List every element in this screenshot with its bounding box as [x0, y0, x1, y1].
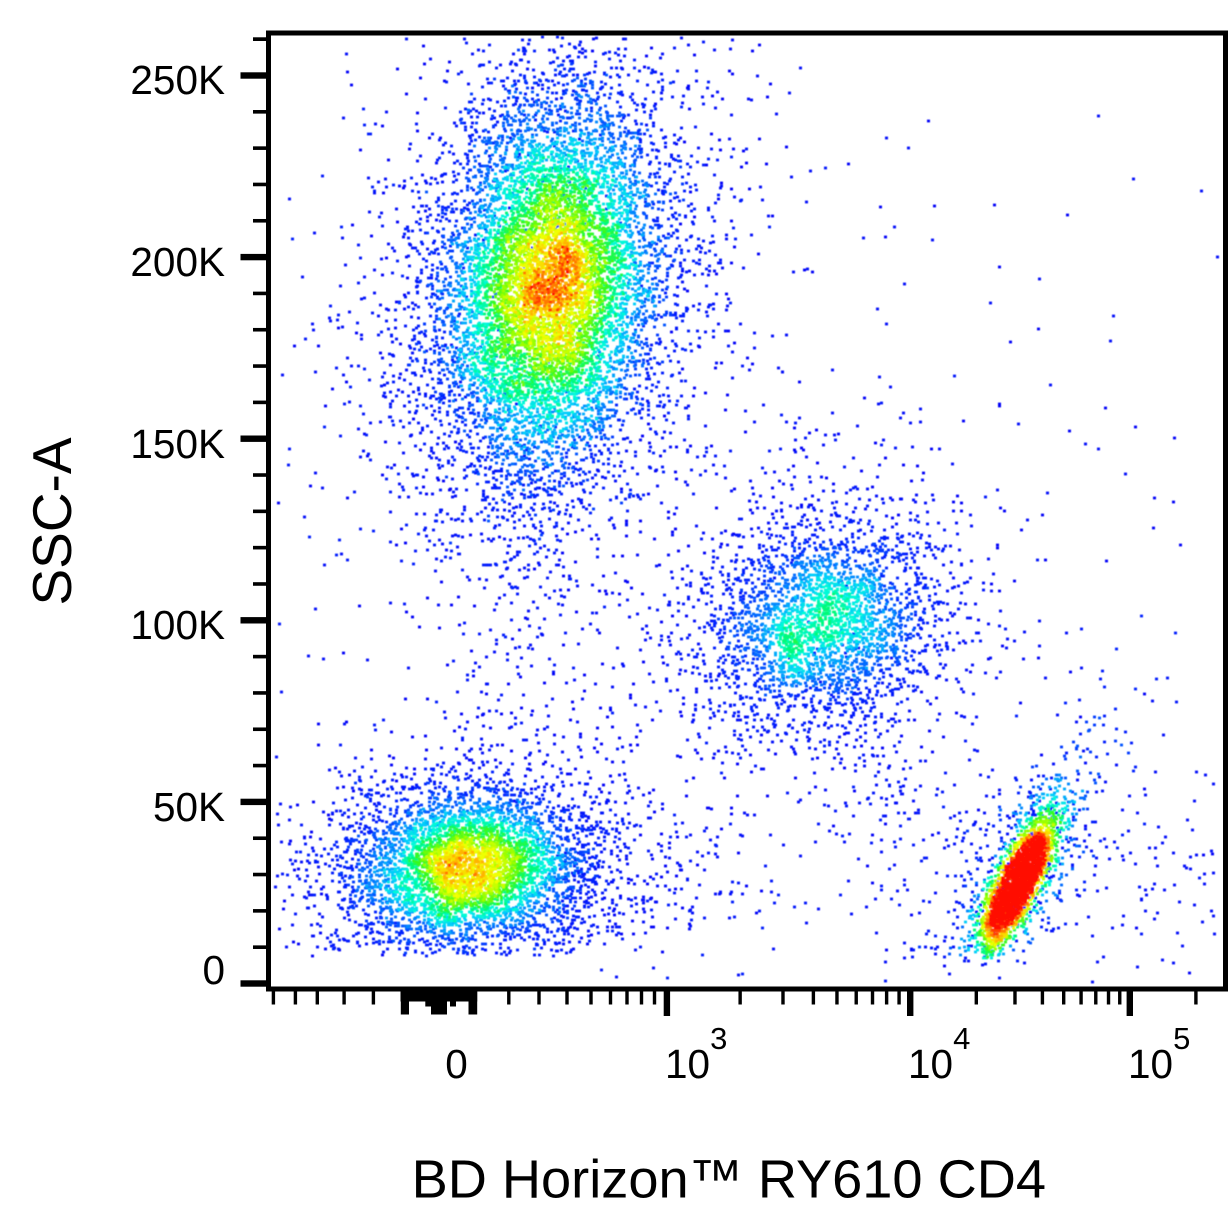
svg-text:100K: 100K — [130, 602, 225, 648]
svg-text:0: 0 — [445, 1041, 468, 1087]
svg-text:150K: 150K — [130, 421, 225, 467]
svg-text:200K: 200K — [130, 239, 225, 285]
svg-text:SSC-A: SSC-A — [21, 437, 83, 605]
svg-text:0: 0 — [202, 947, 225, 993]
svg-text:BD Horizon™ RY610 CD4: BD Horizon™ RY610 CD4 — [412, 1150, 1046, 1210]
svg-text:250K: 250K — [130, 57, 225, 103]
svg-text:50K: 50K — [153, 784, 225, 830]
